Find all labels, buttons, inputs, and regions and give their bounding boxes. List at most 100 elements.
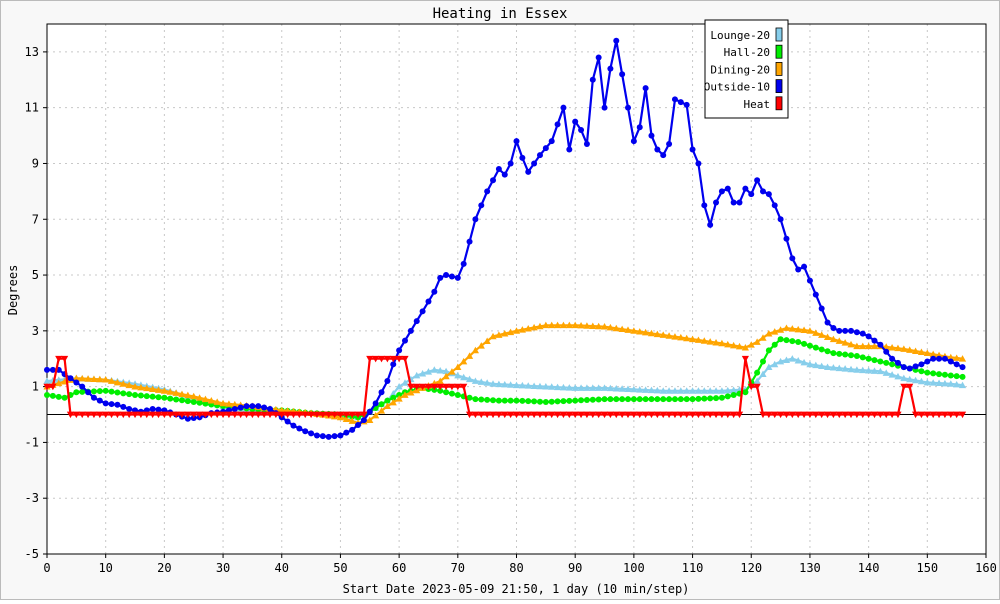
data-point — [630, 327, 638, 334]
data-point — [718, 387, 726, 394]
data-point — [272, 411, 280, 419]
data-point — [471, 377, 480, 384]
data-point — [465, 352, 474, 359]
data-point — [254, 411, 262, 419]
legend-swatch — [775, 44, 783, 59]
data-point — [484, 396, 491, 403]
data-point — [589, 396, 596, 403]
data-point — [213, 411, 221, 419]
data-point — [237, 411, 245, 419]
data-point — [671, 396, 678, 403]
x-tick-label: 20 — [157, 561, 171, 575]
data-point — [765, 330, 773, 337]
data-point — [495, 380, 503, 388]
data-point — [331, 433, 338, 440]
data-point — [90, 388, 97, 395]
data-point — [859, 342, 867, 350]
data-point — [636, 396, 643, 403]
data-point — [659, 331, 667, 338]
data-point — [213, 398, 221, 405]
y-tick-label: -5 — [25, 547, 39, 561]
data-point — [530, 382, 538, 389]
legend-label: Dining-20 — [710, 63, 770, 76]
y-tick-label: 11 — [25, 101, 39, 115]
data-point — [642, 386, 650, 393]
data-point — [935, 411, 943, 419]
data-point — [484, 188, 491, 195]
data-point — [307, 411, 315, 419]
data-point — [671, 96, 678, 103]
data-point — [73, 379, 80, 386]
data-point — [712, 338, 720, 346]
data-point — [882, 411, 890, 419]
data-point — [442, 383, 450, 391]
data-point — [683, 387, 691, 394]
data-point — [876, 411, 884, 419]
data-point — [454, 371, 462, 379]
data-point — [137, 411, 145, 419]
data-point — [471, 411, 480, 419]
data-point — [917, 348, 926, 355]
data-point — [818, 305, 825, 312]
data-point — [806, 342, 813, 349]
data-point — [836, 327, 843, 334]
data-point — [630, 385, 638, 393]
data-point — [835, 411, 843, 419]
data-point — [730, 392, 737, 398]
data-point — [119, 411, 127, 419]
data-point — [483, 411, 491, 419]
data-point — [436, 366, 444, 374]
data-point — [178, 397, 185, 404]
data-point — [460, 260, 467, 267]
data-point — [771, 360, 779, 368]
data-point — [688, 387, 697, 394]
data-point — [389, 390, 397, 397]
data-point — [78, 411, 86, 419]
data-point — [360, 417, 367, 424]
data-point — [847, 411, 855, 419]
data-point — [829, 335, 838, 343]
data-point — [342, 415, 350, 423]
data-point — [454, 383, 462, 391]
data-point — [261, 404, 268, 411]
data-point — [859, 354, 866, 361]
data-point — [765, 191, 772, 198]
data-point — [606, 411, 614, 419]
data-point — [137, 392, 144, 399]
data-point — [513, 397, 520, 404]
data-point — [90, 375, 98, 382]
data-point — [519, 154, 526, 161]
data-point — [560, 104, 567, 111]
data-point — [201, 411, 210, 419]
data-point — [923, 378, 931, 386]
data-point — [542, 411, 550, 419]
data-point — [877, 358, 884, 365]
data-point — [49, 383, 57, 391]
y-tick-label: -3 — [25, 491, 39, 505]
legend-swatch — [775, 79, 783, 93]
data-point — [835, 364, 843, 372]
data-point — [953, 380, 961, 388]
data-point — [190, 398, 197, 405]
data-point — [953, 373, 960, 380]
data-point — [501, 411, 509, 419]
data-point — [853, 411, 861, 419]
data-point — [947, 372, 954, 379]
data-point — [542, 398, 549, 405]
data-point — [647, 386, 656, 394]
data-point — [589, 76, 596, 83]
data-point — [906, 375, 914, 383]
data-point — [349, 426, 356, 433]
data-point — [806, 327, 814, 334]
data-point — [900, 383, 908, 391]
data-point — [290, 422, 297, 429]
data-point — [184, 415, 191, 422]
data-point — [542, 321, 550, 329]
data-point — [782, 411, 791, 419]
data-point — [525, 398, 532, 405]
data-point — [513, 138, 520, 145]
data-point — [531, 160, 538, 167]
data-point — [495, 397, 502, 404]
data-point — [806, 360, 814, 368]
data-point — [812, 344, 819, 351]
